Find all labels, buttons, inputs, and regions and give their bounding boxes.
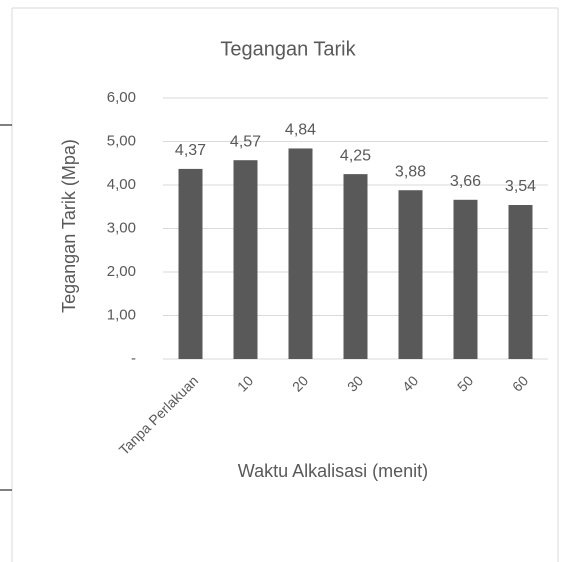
bar <box>508 205 533 359</box>
y-axis-label: Tegangan Tarik (Mpa) <box>59 139 79 313</box>
x-tick-label: Tanpa Perlakuan <box>116 372 202 458</box>
chart-title: Tegangan Tarik <box>220 38 356 60</box>
data-label: 4,25 <box>340 147 371 164</box>
bar <box>288 148 313 359</box>
x-tick-label: 30 <box>344 372 366 394</box>
x-tick-label: 50 <box>454 372 476 394</box>
x-axis-label: Waktu Alkalisasi (menit) <box>238 461 428 481</box>
x-tick-label: 20 <box>289 372 311 394</box>
bar <box>178 168 203 359</box>
data-label: 3,54 <box>505 178 536 195</box>
y-tick-label: 6,00 <box>107 89 136 106</box>
y-tick-label: - <box>131 350 136 367</box>
data-label: 3,88 <box>395 163 426 180</box>
bar <box>343 174 368 359</box>
x-tick-label: 10 <box>234 372 256 394</box>
x-tick-label: 40 <box>399 372 421 394</box>
data-label: 3,66 <box>450 173 481 190</box>
data-label: 4,37 <box>175 142 206 159</box>
y-tick-label: 1,00 <box>107 306 136 323</box>
data-label: 4,57 <box>230 133 261 150</box>
bar <box>453 199 478 359</box>
y-tick-label: 4,00 <box>107 176 136 193</box>
y-tick-label: 2,00 <box>107 263 136 280</box>
bar <box>398 190 423 359</box>
y-tick-label: 5,00 <box>107 132 136 149</box>
data-label: 4,84 <box>285 122 316 139</box>
y-tick-label: 3,00 <box>107 219 136 236</box>
x-tick-label: 60 <box>509 372 531 394</box>
bar <box>233 160 258 359</box>
